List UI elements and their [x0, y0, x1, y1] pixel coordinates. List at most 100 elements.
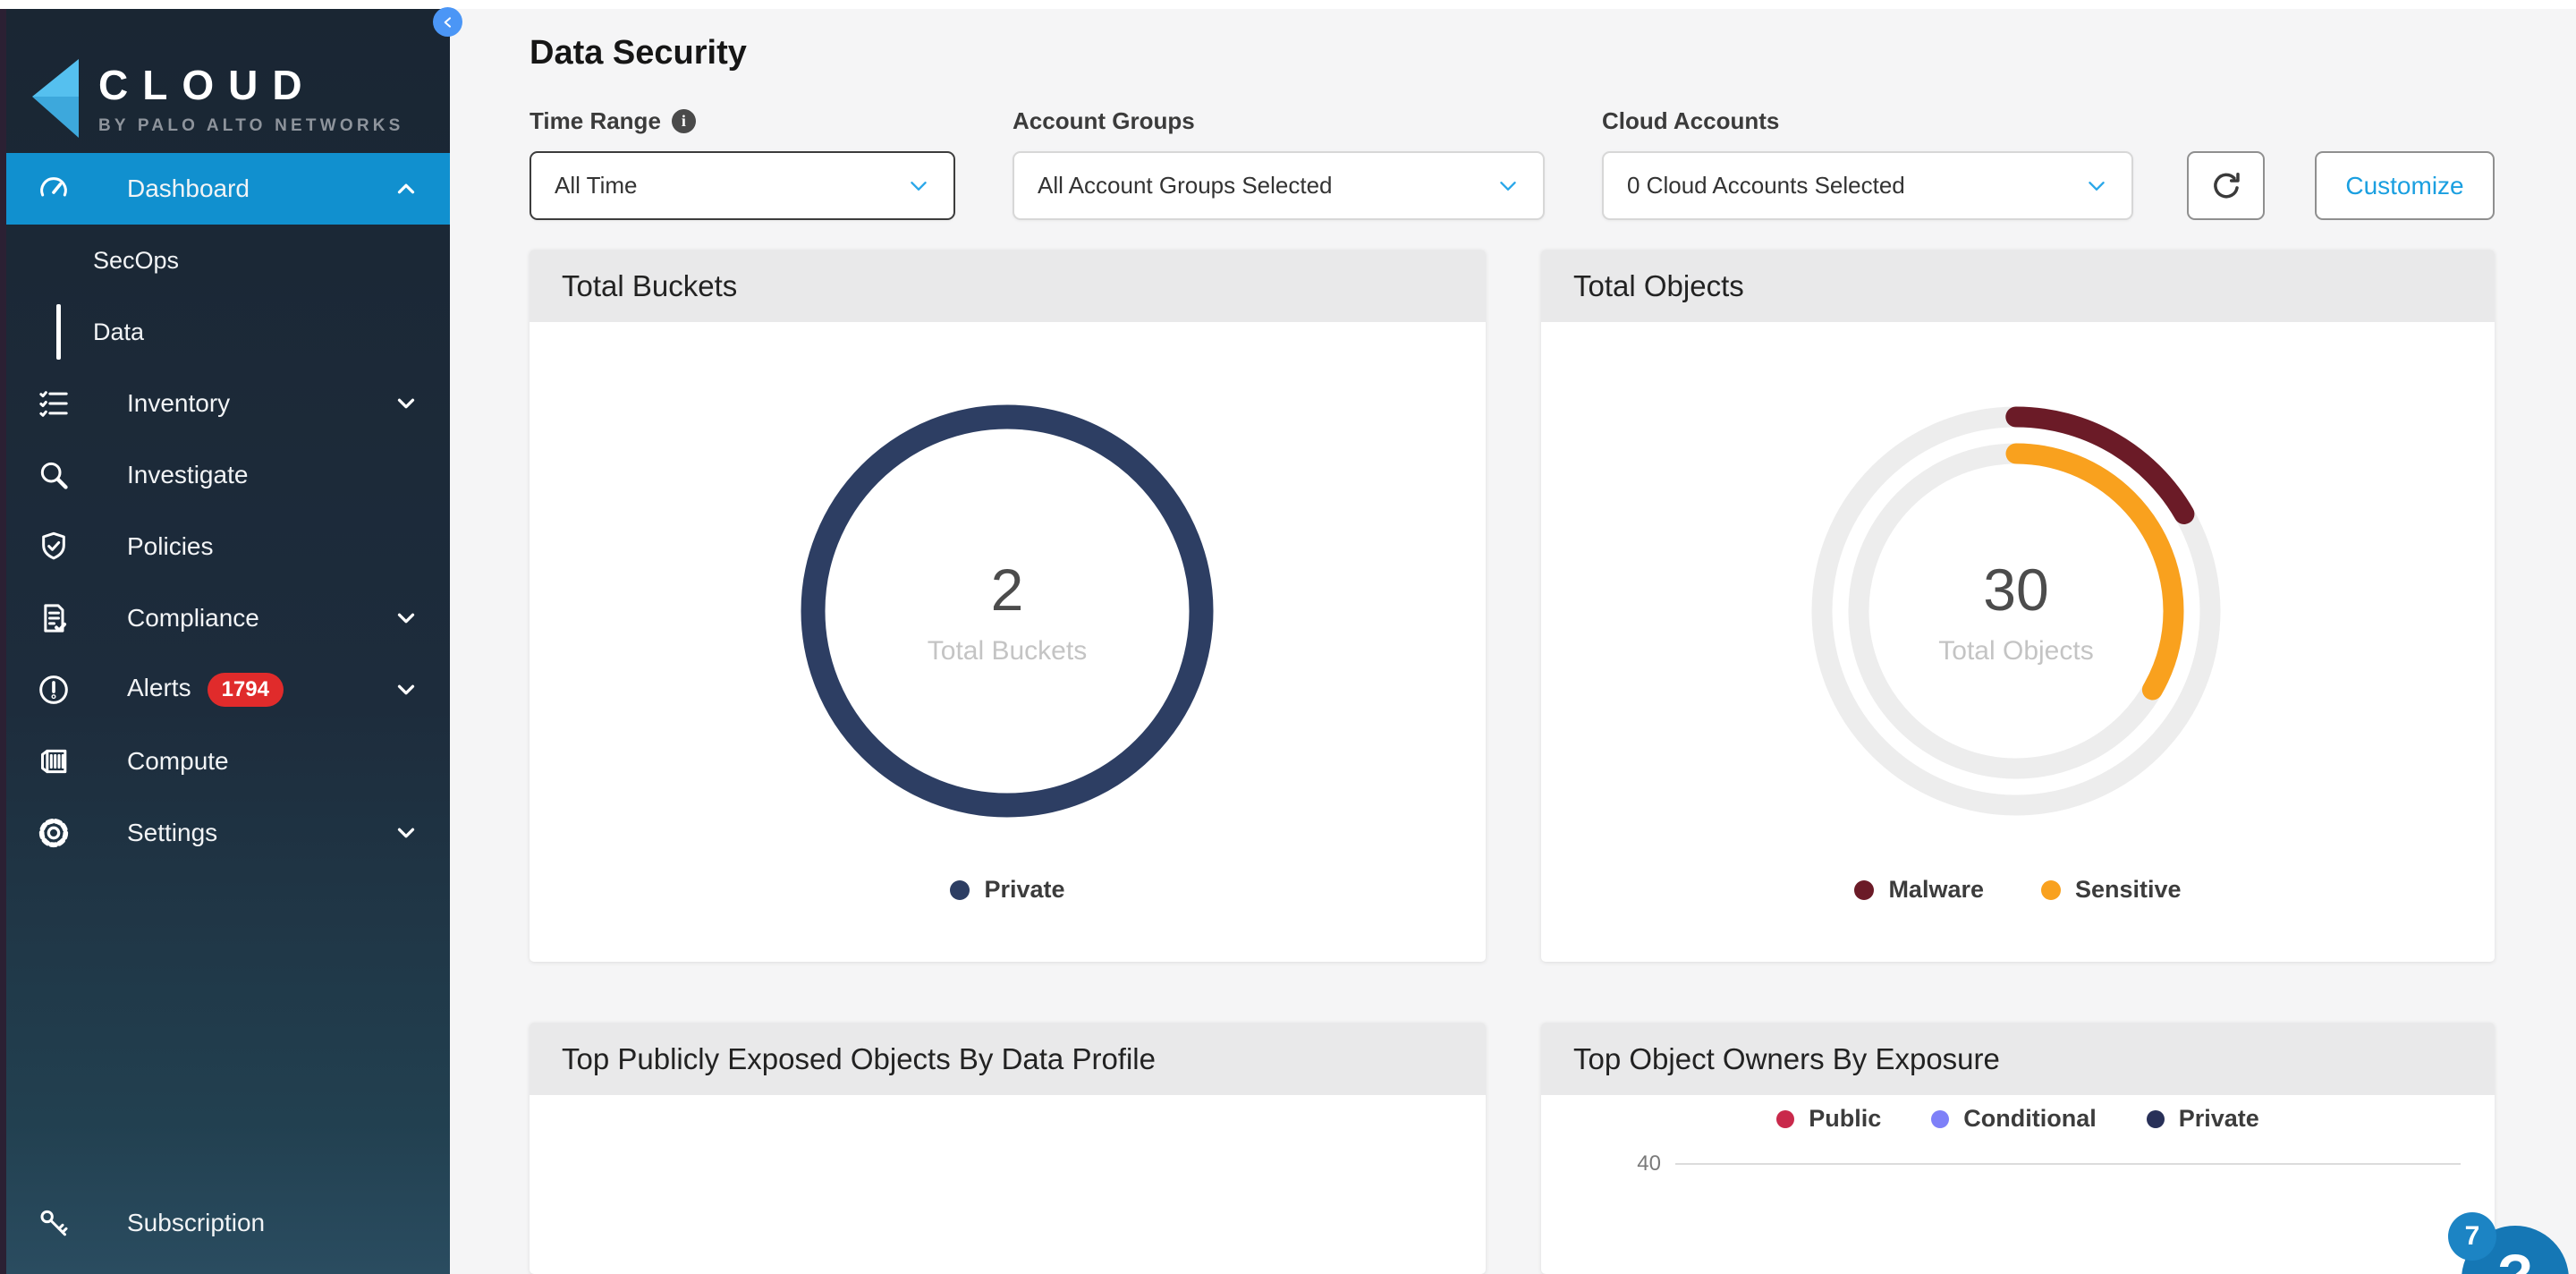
key-icon	[34, 1203, 73, 1243]
logo-title: CLOUD	[98, 62, 317, 108]
legend-label: Malware	[1888, 876, 1984, 903]
time-range-select[interactable]: All Time	[530, 151, 955, 220]
window-top-strip	[0, 0, 2576, 9]
chart-legend: Public Conditional Private	[1541, 1105, 2495, 1133]
legend-dot	[1854, 879, 1875, 900]
help-notification-badge[interactable]: 7	[2448, 1212, 2496, 1261]
chevron-up-icon	[397, 183, 415, 194]
active-submenu-indicator	[56, 304, 61, 360]
time-range-label: Time Range i	[530, 107, 696, 135]
legend-label: Sensitive	[2075, 876, 2182, 903]
cloud-accounts-value: 0 Cloud Accounts Selected	[1627, 172, 1905, 199]
page-title: Data Security	[530, 34, 747, 72]
sidebar-item-label: Dashboard	[127, 174, 250, 202]
chart-legend: Malware Sensitive	[1541, 876, 2495, 904]
sidebar-item-secops[interactable]: SecOps	[0, 225, 450, 296]
info-icon[interactable]: i	[671, 109, 696, 133]
legend-label: Private	[2178, 1105, 2259, 1132]
gear-icon	[34, 813, 73, 853]
customize-button[interactable]: Customize	[2315, 151, 2495, 220]
legend-dot	[1931, 1109, 1950, 1128]
sidebar-item-compute[interactable]: Compute	[0, 726, 450, 797]
sidebar-item-label: Settings	[127, 819, 218, 846]
alerts-count-badge: 1794	[207, 673, 284, 707]
gauge-icon	[34, 169, 73, 208]
tick-label: 40	[1637, 1151, 1661, 1176]
total-buckets-donut: 2 Total Buckets	[792, 396, 1222, 826]
sidebar-item-label: Alerts 1794	[127, 673, 284, 707]
sidebar-item-dashboard[interactable]: Dashboard	[0, 153, 450, 225]
chevron-down-icon	[1500, 181, 1516, 191]
refresh-icon	[2213, 172, 2240, 198]
sidebar-item-alerts[interactable]: Alerts 1794	[0, 654, 450, 726]
time-range-value: All Time	[555, 172, 638, 199]
legend-item[interactable]: Private	[2146, 1105, 2259, 1133]
sidebar-item-settings[interactable]: Settings	[0, 797, 450, 869]
collapse-sidebar-button[interactable]	[433, 7, 462, 37]
total-objects-card: Total Objects 30 Total Objects Malware S…	[1541, 250, 2495, 962]
sidebar-item-label: Data	[93, 318, 145, 345]
sidebar-item-label: Compute	[127, 747, 229, 775]
legend-dot	[2041, 879, 2061, 900]
cloud-accounts-select[interactable]: 0 Cloud Accounts Selected	[1602, 151, 2133, 220]
chart-legend: Private	[530, 876, 1486, 904]
chevron-down-icon	[397, 684, 415, 695]
alert-circle-icon	[34, 670, 73, 709]
legend-label: Public	[1809, 1105, 1882, 1132]
account-groups-value: All Account Groups Selected	[1038, 172, 1333, 199]
container-icon	[34, 742, 73, 781]
chevron-down-icon	[397, 398, 415, 409]
legend-dot	[1776, 1109, 1795, 1128]
sidebar-item-label: Subscription	[127, 1209, 266, 1236]
total-objects-donut: 30 Total Objects	[1801, 396, 2231, 826]
card-title: Top Publicly Exposed Objects By Data Pro…	[530, 1023, 1486, 1095]
legend-item[interactable]: Private	[950, 876, 1065, 904]
account-groups-select[interactable]: All Account Groups Selected	[1013, 151, 1545, 220]
search-icon	[34, 455, 73, 495]
legend-label: Private	[984, 876, 1065, 903]
chevron-down-icon	[2089, 181, 2105, 191]
document-check-icon	[34, 599, 73, 638]
sidebar-item-investigate[interactable]: Investigate	[0, 439, 450, 511]
total-buckets-card: Total Buckets 2 Total Buckets Private	[530, 250, 1486, 962]
window-left-strip	[0, 9, 6, 1274]
legend-item[interactable]: Malware	[1854, 876, 1984, 904]
card-title: Total Buckets	[530, 250, 1486, 322]
shield-check-icon	[34, 527, 73, 566]
chevron-down-icon	[911, 181, 927, 191]
refresh-button[interactable]	[2187, 151, 2265, 220]
legend-item[interactable]: Conditional	[1931, 1105, 2097, 1133]
sidebar-item-compliance[interactable]: Compliance	[0, 582, 450, 654]
sidebar-item-label: Policies	[127, 532, 214, 560]
sidebar: CLOUD BY PALO ALTO NETWORKS Dashboard Se…	[0, 9, 450, 1274]
chevron-down-icon	[397, 828, 415, 838]
legend-label: Conditional	[1963, 1105, 2097, 1132]
sidebar-item-label: Inventory	[127, 389, 231, 417]
account-groups-label: Account Groups	[1013, 107, 1195, 134]
chevron-down-icon	[397, 613, 415, 624]
card-title: Total Objects	[1541, 250, 2495, 322]
prisma-logo-icon	[32, 59, 79, 138]
gridline	[1675, 1163, 2461, 1165]
legend-dot	[2146, 1109, 2165, 1128]
sidebar-item-label: Compliance	[127, 604, 259, 632]
sidebar-item-inventory[interactable]: Inventory	[0, 368, 450, 439]
sidebar-item-data[interactable]: Data	[0, 296, 450, 368]
top-object-owners-card: Top Object Owners By Exposure Public Con…	[1541, 1023, 2495, 1274]
y-axis-tick-40: 40	[1541, 1151, 2495, 1178]
sidebar-item-label: Investigate	[127, 461, 249, 488]
legend-dot	[950, 879, 970, 900]
sidebar-item-subscription[interactable]: Subscription	[0, 1187, 450, 1259]
sidebar-nav: Dashboard SecOps Data Inventory	[0, 153, 450, 869]
list-check-icon	[34, 384, 73, 423]
legend-item[interactable]: Sensitive	[2041, 876, 2182, 904]
legend-item[interactable]: Public	[1776, 1105, 1881, 1133]
top-publicly-exposed-card: Top Publicly Exposed Objects By Data Pro…	[530, 1023, 1486, 1274]
chevron-left-icon	[444, 16, 451, 28]
card-title: Top Object Owners By Exposure	[1541, 1023, 2495, 1095]
logo-subtitle: BY PALO ALTO NETWORKS	[98, 116, 404, 135]
sidebar-item-policies[interactable]: Policies	[0, 511, 450, 582]
app-logo: CLOUD BY PALO ALTO NETWORKS	[27, 55, 404, 141]
cloud-accounts-label: Cloud Accounts	[1602, 107, 1780, 134]
